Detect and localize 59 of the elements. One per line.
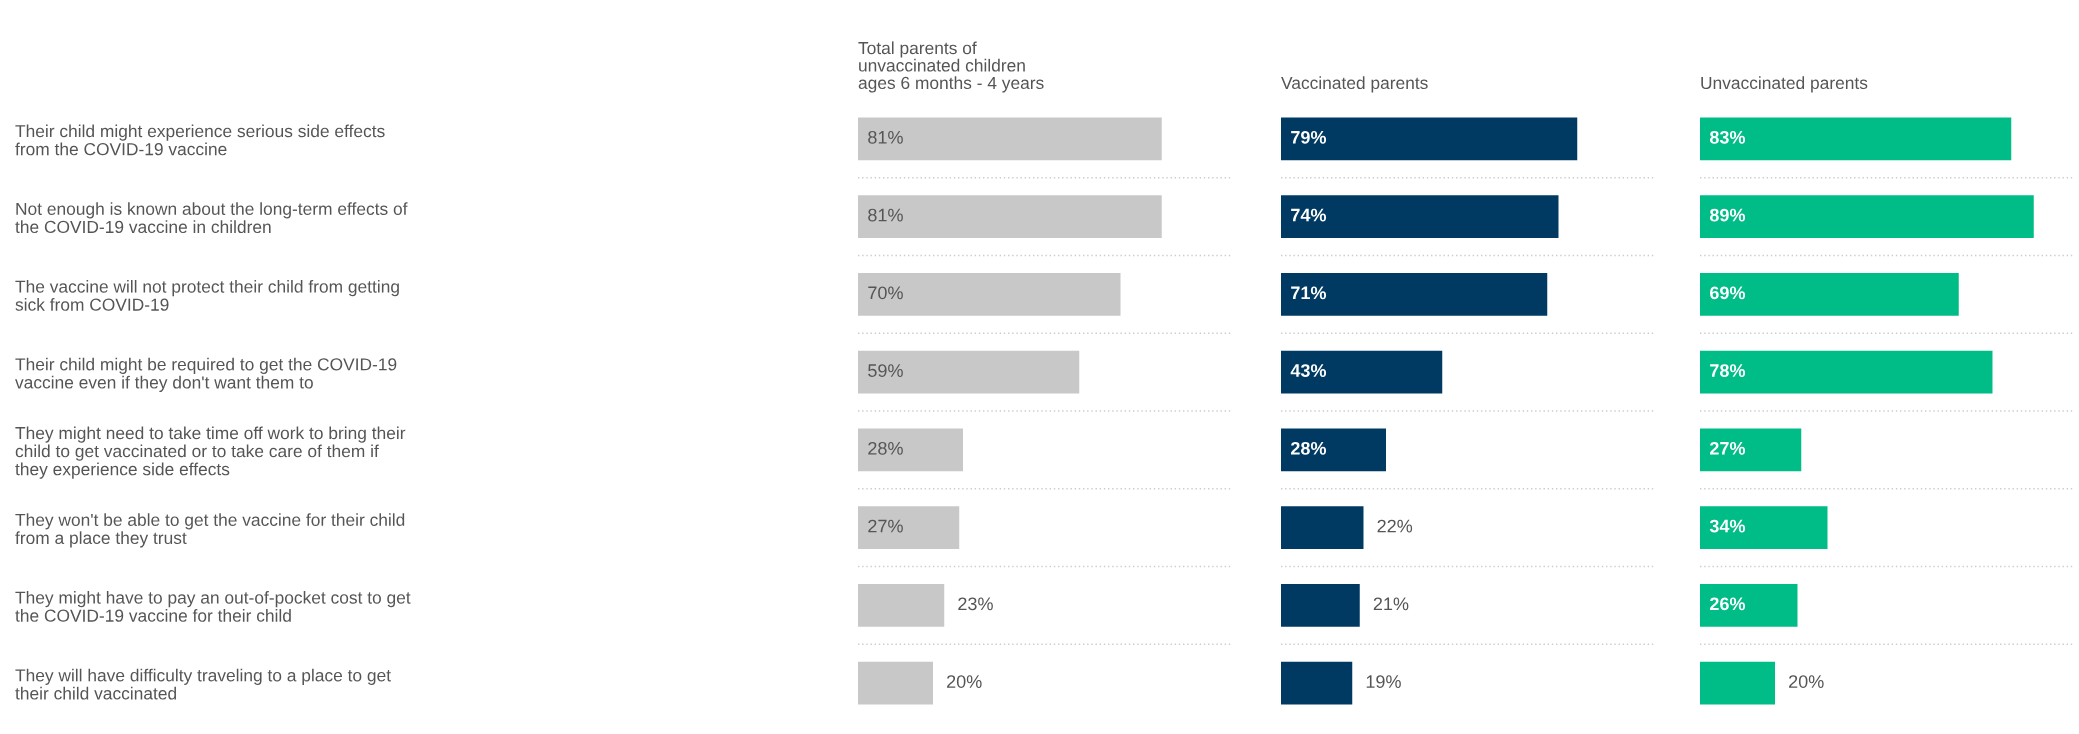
data-label: 81%: [868, 130, 903, 144]
y-tick-label: They might have to pay an out-of-pocket cost to get the COVID-19 vaccine for their child: [15, 590, 411, 622]
chart-title: Unvaccinated parents: [1701, 76, 1868, 93]
bar: [1281, 272, 1548, 316]
bar: [1700, 350, 1993, 394]
data-label: 43%: [1290, 364, 1327, 377]
bar: [858, 506, 960, 550]
bar: [1281, 428, 1386, 472]
data-label: 19%: [1366, 675, 1401, 688]
y-tick-label: Their child might be required to get the COVID-19 vaccine even if they don't want them to: [15, 357, 397, 392]
y-tick-label: Their child might experience serious side effects from the COVID-19 vaccine: [15, 124, 385, 156]
data-label: 20%: [1789, 675, 1824, 688]
data-label: 28%: [1291, 441, 1327, 455]
data-label: 20%: [947, 675, 982, 688]
data-label: 23%: [958, 597, 993, 611]
data-label: 27%: [868, 519, 903, 533]
bar: [858, 117, 1162, 161]
data-label: 70%: [868, 286, 903, 300]
bar: [1281, 117, 1578, 161]
bar: [858, 661, 933, 705]
data-label: 71%: [1291, 286, 1327, 300]
data-label: 26%: [1710, 597, 1746, 611]
bar: [1700, 506, 1828, 550]
bar: [858, 195, 1162, 239]
chart-title: Vaccinated parents: [1281, 76, 1428, 93]
y-tick-label: They won't be able to get the vaccine for their child from a place they trust: [15, 513, 405, 548]
bar: [858, 428, 963, 472]
data-label: 27%: [1710, 441, 1746, 455]
data-label: 89%: [1709, 208, 1746, 222]
data-label: 83%: [1709, 130, 1746, 144]
bar: [1281, 350, 1443, 394]
data-label: 79%: [1291, 130, 1327, 144]
y-tick-label: They will have difficulty traveling to a place to get their child vaccinated: [15, 668, 391, 700]
data-label: 21%: [1373, 597, 1409, 611]
data-label: 81%: [868, 208, 903, 222]
data-label: 74%: [1291, 208, 1327, 222]
data-label: 78%: [1710, 364, 1746, 377]
bar: [1281, 583, 1360, 627]
bar: [1281, 506, 1364, 550]
data-label: 28%: [868, 441, 903, 455]
bar: [858, 272, 1121, 316]
bar: [1700, 661, 1775, 705]
bar: [1700, 195, 2034, 239]
chart-title: Total parents of unvaccinated children ages 6 months - 4 years: [858, 41, 1044, 93]
bar: [858, 350, 1080, 394]
bar: [1700, 117, 2012, 161]
y-tick-label: Not enough is known about the long-term effects of the COVID-19 vaccine in children: [15, 202, 408, 234]
data-label: 59%: [868, 364, 903, 377]
bar: [1281, 195, 1559, 239]
bar: [1700, 272, 1959, 316]
bar: [1281, 661, 1353, 705]
data-label: 69%: [1710, 286, 1746, 300]
bar: [858, 583, 945, 627]
data-label: 22%: [1377, 519, 1413, 533]
bar: [1700, 428, 1802, 472]
y-tick-label: The vaccine will not protect their child from getting sick from COVID-19: [15, 279, 399, 311]
bar: [1700, 583, 1798, 627]
data-label: 34%: [1709, 519, 1746, 533]
y-tick-label: They might need to take time off work to bring their child to get vaccinated or to take care of them if they experience side effects: [15, 426, 406, 479]
